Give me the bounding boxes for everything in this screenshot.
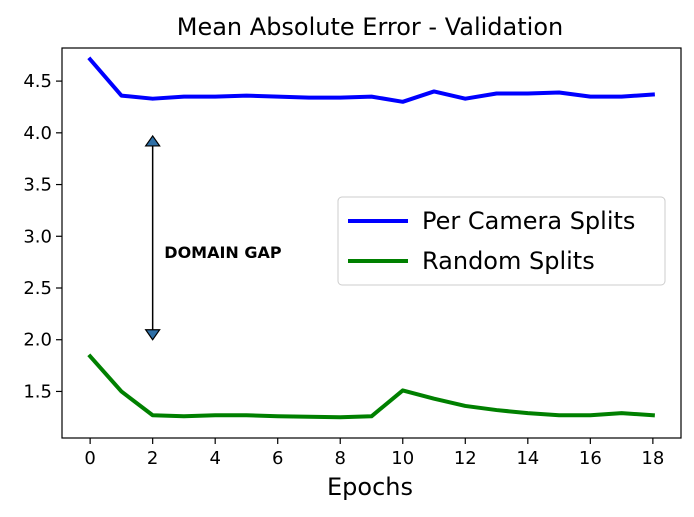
- x-tick-label: 10: [391, 448, 414, 469]
- series-line-1: [87, 56, 655, 104]
- x-tick-label: 16: [579, 448, 602, 469]
- domain-gap-label: DOMAIN GAP: [164, 243, 282, 262]
- y-tick-label: 3.0: [23, 226, 52, 247]
- x-tick-label: 2: [147, 448, 158, 469]
- x-tick-label: 18: [641, 448, 664, 469]
- y-tick-label: 1.5: [23, 381, 52, 402]
- legend-box: [337, 196, 666, 286]
- series-line-2: [87, 353, 655, 420]
- y-tick-label: 3.5: [23, 175, 52, 196]
- x-tick-label: 14: [516, 448, 539, 469]
- domain-gap-arrow-head-bottom: [144, 329, 161, 341]
- chart-title: Mean Absolute Error - Validation: [177, 13, 563, 41]
- x-axis-label: Epochs: [327, 473, 413, 501]
- plot-area: 0 2 4 6 8 10 12 14 16 18 1.5 2.0 2.5 3.0 3.5 4.0 4.5 DOMA…: [23, 47, 682, 469]
- domain-gap-arrow-head-top: [144, 134, 161, 147]
- x-tick-label: 8: [335, 448, 346, 469]
- y-tick-label: 4.0: [23, 123, 52, 144]
- x-tick-label: 12: [454, 448, 477, 469]
- axes-frame: [61, 47, 682, 439]
- y-tick-label: 4.5: [23, 71, 52, 92]
- legend-label-1: Per Camera Splits: [422, 207, 635, 235]
- x-tick-label: 4: [209, 448, 220, 469]
- legend-label-2: Random Splits: [422, 247, 595, 275]
- y-tick-label: 2.5: [23, 278, 52, 299]
- y-tick-label: 2.0: [23, 330, 52, 351]
- x-tick-label: 0: [84, 448, 95, 469]
- x-tick-label: 6: [272, 448, 283, 469]
